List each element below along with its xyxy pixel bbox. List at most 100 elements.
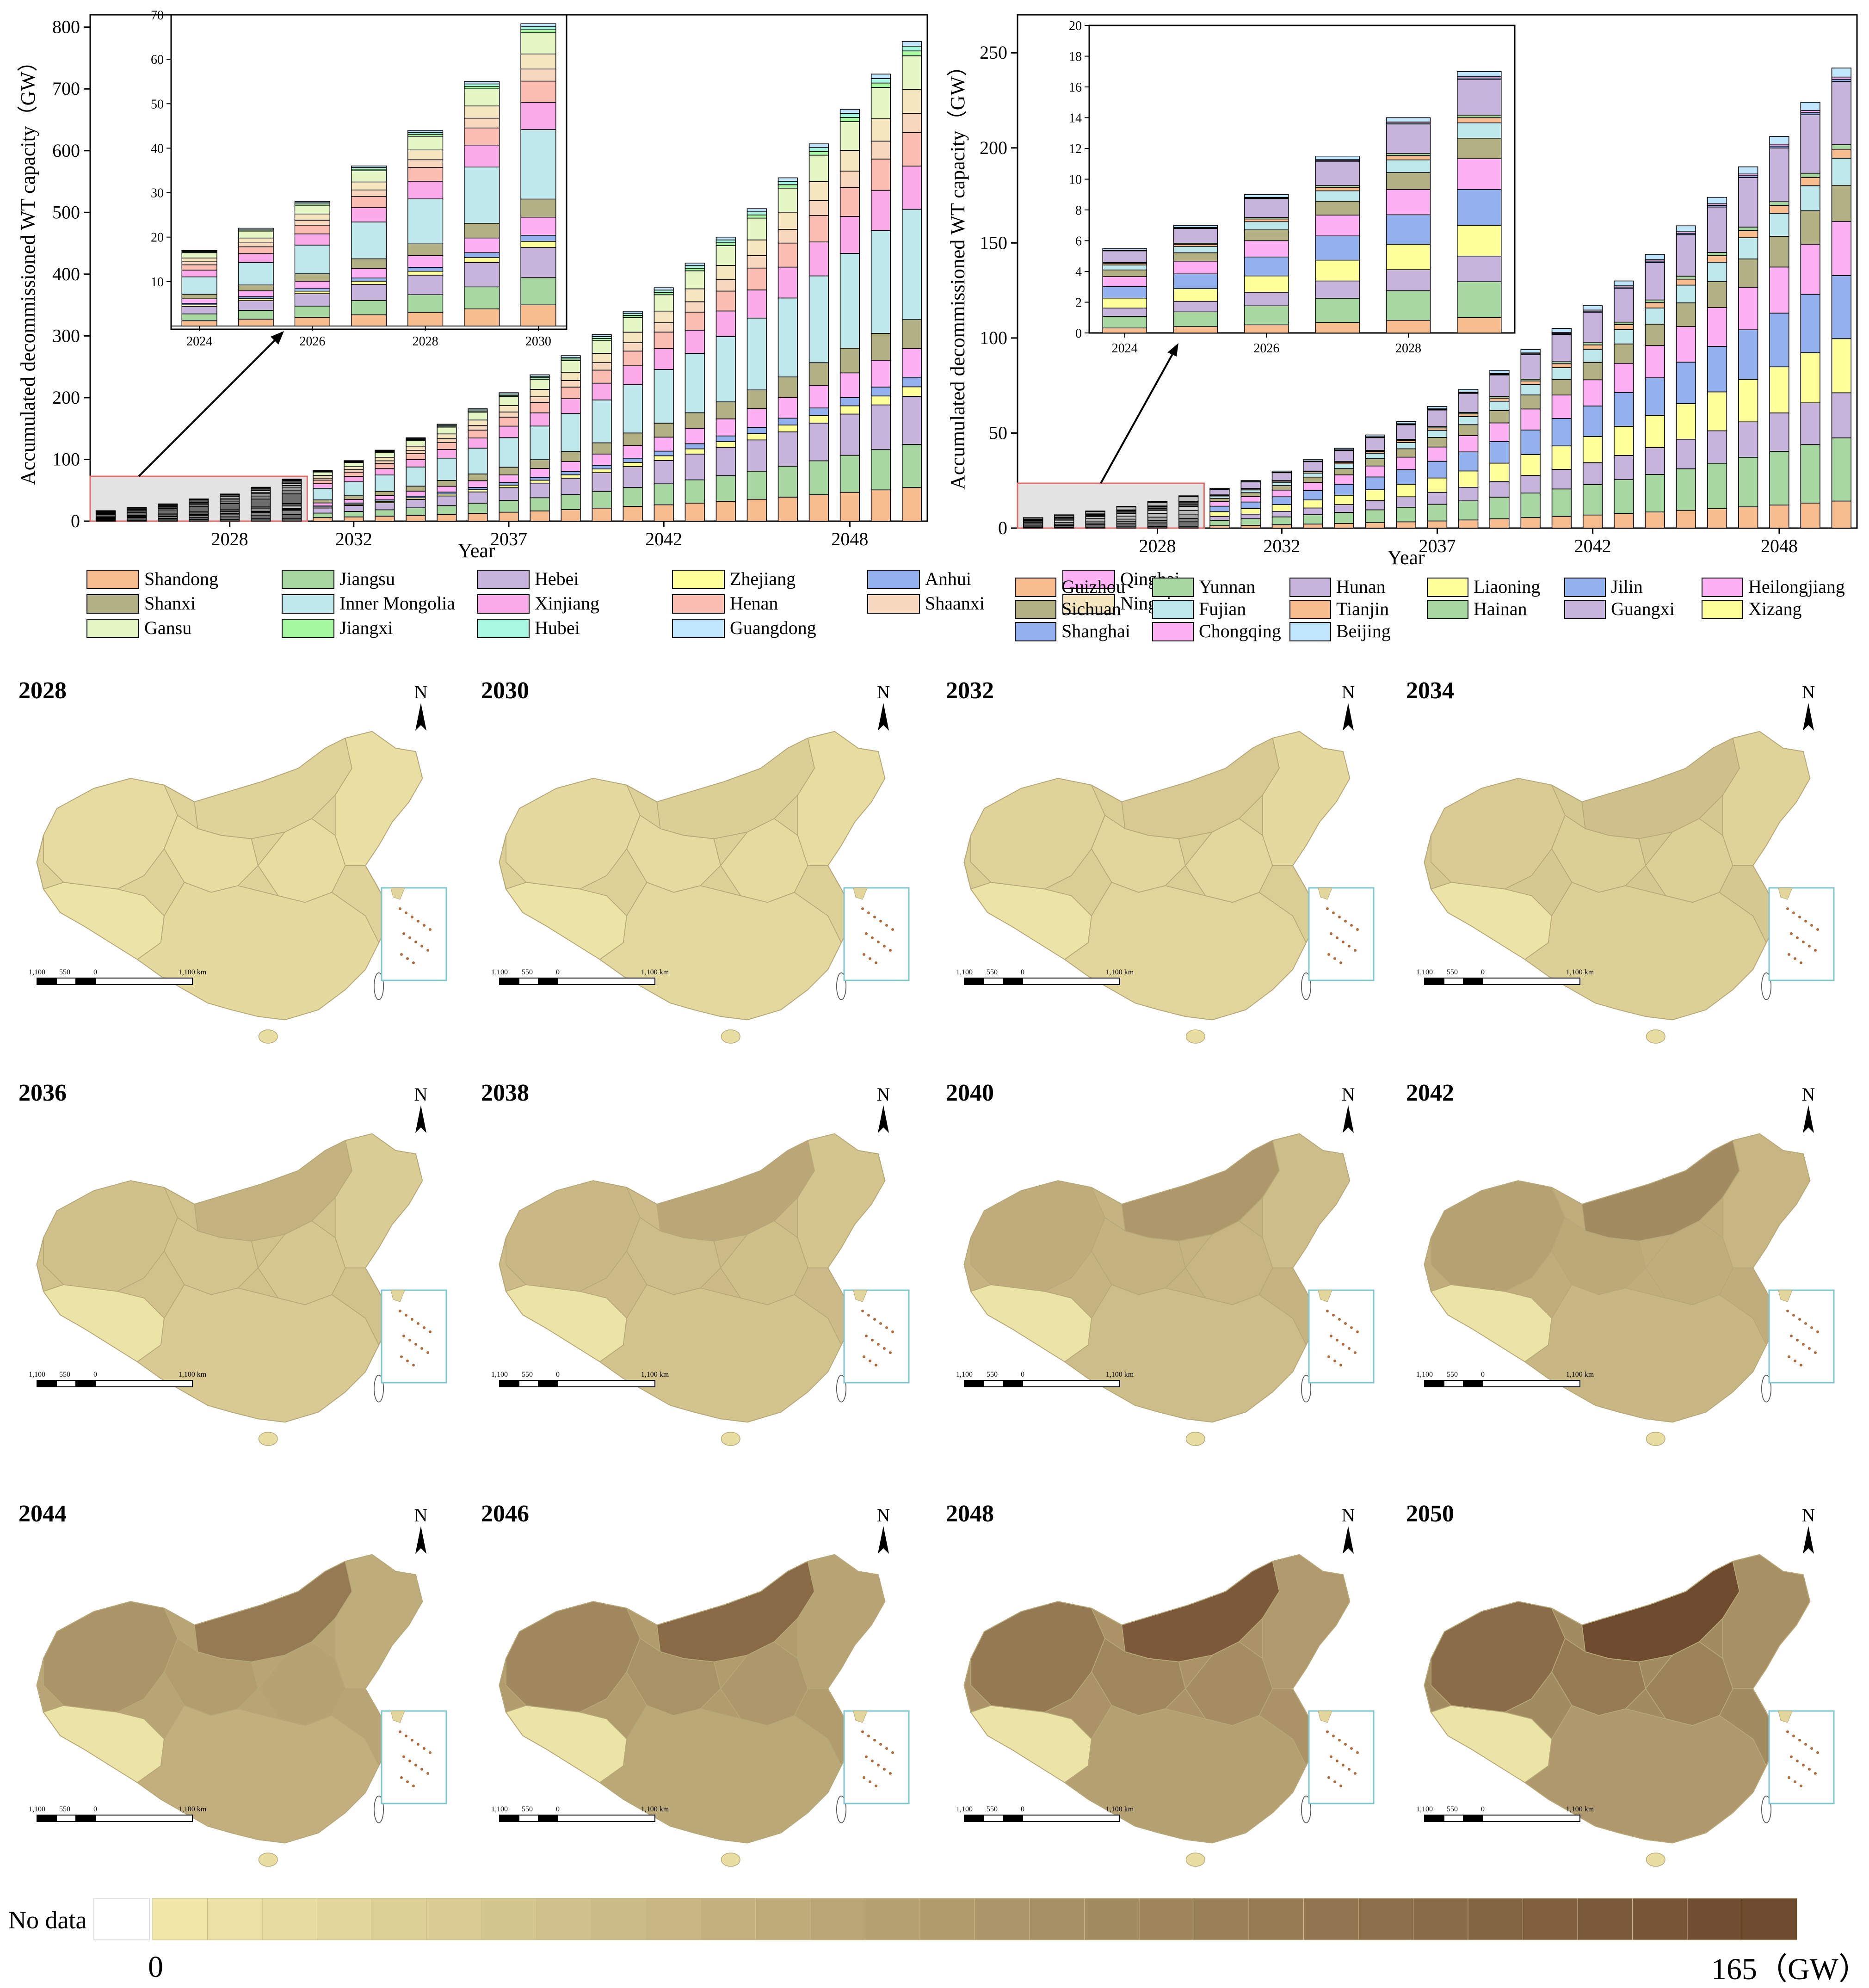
right-segment-guangxi: [1365, 437, 1385, 451]
left-legend-swatch: [282, 619, 334, 638]
inset-mainland: [853, 887, 868, 900]
right-xtick-label: 2032: [1263, 535, 1300, 556]
region-hainan: [258, 1853, 278, 1867]
left-inset-segment-zhejiang: [351, 281, 387, 285]
region-northeast: [1722, 1133, 1811, 1268]
right-segment-liaoning: [1614, 426, 1634, 456]
inset-island: [883, 1768, 886, 1771]
scale-bar-segment: [983, 1815, 1004, 1822]
scale-bar-label: 0: [93, 968, 97, 976]
right-inset-frame: [1088, 25, 1516, 334]
inset-island: [871, 1339, 874, 1342]
left-segment-zhejiang: [561, 474, 581, 479]
right-inset-x-axis: 2024 2026 2028: [1089, 332, 1515, 356]
region-gansu-qinghai: [1091, 814, 1186, 893]
right-bar-2024: [1023, 517, 1043, 529]
scale-bar-label: 0: [1481, 968, 1485, 976]
north-arrow-icon: N: [877, 1084, 890, 1133]
inset-island: [408, 936, 411, 939]
left-inset-segment-hebei: [181, 306, 217, 314]
left-segment-hebei: [870, 404, 891, 450]
right-segment-guangxi: [1520, 354, 1541, 380]
left-ytick-label: 700: [52, 78, 80, 99]
left-inset-segment-zhejiang: [464, 257, 500, 263]
right-segment-liaoning: [1147, 517, 1168, 521]
right-bar-2036: [1396, 421, 1416, 529]
scale-bar-segment: [557, 1380, 655, 1387]
right-segment-guangxi: [1396, 424, 1416, 440]
inset-island: [1350, 1326, 1353, 1329]
left-segment-inner-mongolia: [561, 413, 581, 452]
left-segment-shanxi: [375, 491, 395, 496]
left-segment-xinjiang: [592, 382, 612, 400]
left-segment-henan: [468, 430, 488, 438]
right-segment-sichuan: [1209, 498, 1230, 502]
right-segment-yunnan: [1334, 512, 1354, 524]
inset-island: [423, 1747, 426, 1750]
north-arrow-shape: [1803, 703, 1814, 731]
inset-island: [889, 1351, 892, 1354]
scale-bar-segment: [56, 1815, 76, 1822]
region-gansu-qinghai: [1091, 1217, 1186, 1295]
right-segment-heilongjiang: [1396, 456, 1416, 470]
right-legend-swatch: [1702, 600, 1743, 619]
left-segment-jiangsu: [623, 487, 643, 507]
inset-frame: [1768, 887, 1835, 981]
north-label: N: [877, 682, 890, 702]
north-label: N: [1342, 1505, 1355, 1526]
scale-bar-label: 1,100 km: [1106, 1805, 1134, 1813]
inset-island: [1792, 1314, 1795, 1317]
left-segment-anhui: [716, 435, 736, 442]
left-segment-xinjiang: [468, 437, 488, 449]
region-hainan: [721, 1853, 740, 1867]
inset-island: [871, 936, 874, 939]
inset-island: [1339, 1364, 1342, 1366]
inset-frame: [1308, 887, 1375, 981]
left-segment-henan: [282, 486, 302, 491]
south-china-sea-inset: [843, 1289, 910, 1384]
right-segment-fujian: [1645, 308, 1665, 325]
right-segment-sichuan: [1551, 379, 1572, 396]
left-inset-segment-shanxi: [238, 284, 274, 291]
right-segment-fujian: [1707, 262, 1727, 282]
right-bar-2048: [1769, 136, 1789, 529]
region-south-china: [1064, 1705, 1307, 1844]
left-segment-anhui: [530, 477, 550, 481]
left-segment-ningxia: [777, 211, 798, 230]
left-inset-segment-qinghai: [407, 255, 444, 268]
left-segment-ningxia: [685, 288, 705, 302]
scale-bar-label: 0: [93, 1371, 97, 1379]
scale-bar-label: 1,100: [1416, 1805, 1433, 1813]
right-inset-segment-tianjin: [1386, 155, 1431, 160]
right-segment-liaoning: [1489, 462, 1510, 482]
left-segment-ningxia: [437, 433, 457, 439]
north-arrow-shape: [1803, 1105, 1814, 1133]
scale-bar-segment: [1022, 978, 1120, 985]
left-segment-shaanxi: [561, 380, 581, 388]
right-bar-2042: [1582, 305, 1603, 529]
left-segment-gansu: [685, 270, 705, 289]
left-bar-2037: [499, 392, 519, 522]
right-segment-guizhou: [1520, 517, 1541, 529]
left-segment-shanxi: [530, 459, 550, 469]
inset-island: [869, 1780, 871, 1783]
left-inset-segment-shaanxi: [181, 261, 217, 265]
region-northeast: [1262, 1554, 1351, 1689]
left-zoom-arrowhead: [271, 331, 284, 345]
scale-bar-label: 1,100: [29, 1371, 45, 1379]
left-segment-ningxia: [901, 89, 922, 114]
left-segment-jiangsu: [468, 503, 488, 514]
inset-island: [1326, 907, 1329, 910]
left-segment-qinghai: [746, 408, 767, 428]
left-segment-inner-mongolia: [313, 488, 333, 500]
left-segment-jiangsu: [344, 511, 364, 517]
right-segment-liaoning: [1582, 436, 1603, 463]
inset-island: [1786, 1310, 1789, 1312]
left-segment-ningxia: [654, 310, 674, 323]
left-segment-xinjiang: [437, 449, 457, 459]
left-inset-segment-hebei: [464, 262, 500, 288]
map-2032: 2032 N 1,100 550 0 1,100 km: [946, 677, 1375, 1044]
left-segment-jiangsu: [870, 449, 891, 491]
map-2044: 2044 N 1,100 550 0 1,100 km: [19, 1501, 447, 1867]
